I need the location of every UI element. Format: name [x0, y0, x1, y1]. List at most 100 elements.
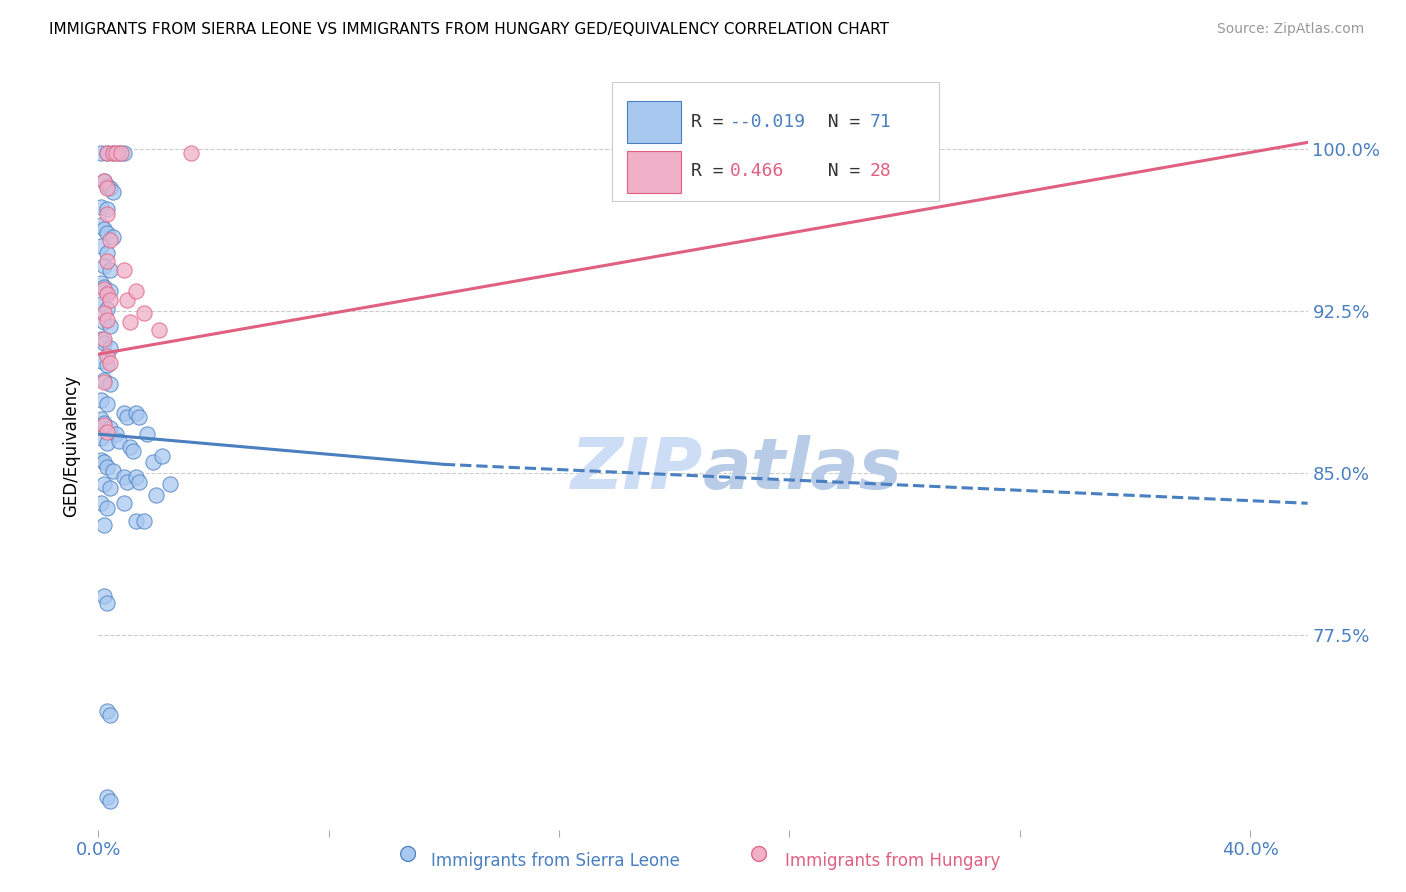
- Point: [93, 332, 115, 346]
- Point: [90, 200, 112, 214]
- Point: [96, 349, 118, 363]
- Point: [101, 464, 124, 478]
- Point: [101, 185, 124, 199]
- Point: [96, 245, 118, 260]
- Point: [128, 475, 150, 489]
- Point: [115, 409, 138, 424]
- Point: [98, 420, 121, 434]
- Point: [98, 341, 121, 355]
- Point: [107, 434, 129, 448]
- Point: [112, 263, 135, 277]
- Text: ○: ○: [399, 843, 416, 863]
- Point: [122, 444, 145, 458]
- Point: [142, 455, 165, 469]
- Point: [90, 453, 112, 467]
- Point: [136, 427, 159, 442]
- Point: [98, 795, 121, 809]
- Point: [120, 315, 142, 329]
- Point: [98, 356, 121, 370]
- Text: R =: R =: [690, 162, 734, 180]
- Point: [93, 517, 115, 532]
- Text: 28: 28: [870, 162, 891, 180]
- Point: [90, 432, 112, 446]
- Point: [115, 475, 138, 489]
- Point: [90, 392, 112, 407]
- Text: 0.466: 0.466: [730, 162, 785, 180]
- Point: [96, 596, 118, 610]
- Point: [104, 427, 127, 442]
- Point: [104, 146, 127, 161]
- Point: [128, 409, 150, 424]
- Point: [112, 496, 135, 510]
- Point: [96, 178, 118, 193]
- Point: [145, 488, 167, 502]
- Point: [112, 405, 135, 419]
- Point: [93, 336, 115, 351]
- Point: [112, 146, 135, 161]
- Text: ●: ●: [399, 843, 416, 863]
- Point: [96, 704, 118, 718]
- Point: [93, 589, 115, 603]
- Text: Immigrants from Hungary: Immigrants from Hungary: [785, 852, 1001, 870]
- Point: [93, 306, 115, 320]
- Text: atlas: atlas: [703, 434, 903, 503]
- Text: ●: ●: [751, 843, 768, 863]
- Point: [93, 315, 115, 329]
- Text: --0.019: --0.019: [730, 112, 806, 130]
- FancyBboxPatch shape: [627, 151, 682, 193]
- Point: [96, 358, 118, 372]
- FancyBboxPatch shape: [627, 101, 682, 143]
- Point: [96, 226, 118, 240]
- Point: [93, 417, 115, 431]
- Text: ZIP: ZIP: [571, 434, 703, 503]
- Text: Source: ZipAtlas.com: Source: ZipAtlas.com: [1216, 22, 1364, 37]
- Point: [93, 373, 115, 387]
- Point: [90, 297, 112, 311]
- Point: [96, 312, 118, 326]
- Point: [98, 319, 121, 334]
- Point: [98, 708, 121, 723]
- Point: [98, 481, 121, 495]
- Point: [93, 418, 115, 433]
- Point: [107, 146, 129, 161]
- Point: [101, 230, 124, 244]
- FancyBboxPatch shape: [613, 81, 939, 201]
- Point: [96, 207, 118, 221]
- Point: [98, 233, 121, 247]
- Point: [93, 476, 115, 491]
- Text: ○: ○: [751, 843, 768, 863]
- Point: [96, 146, 118, 161]
- Point: [115, 293, 138, 307]
- Point: [90, 276, 112, 290]
- Point: [93, 280, 115, 294]
- Point: [101, 146, 124, 161]
- Point: [98, 285, 121, 299]
- Point: [96, 202, 118, 217]
- Point: [96, 181, 118, 195]
- Point: [96, 435, 118, 450]
- Point: [125, 405, 148, 419]
- Point: [98, 181, 121, 195]
- Point: [93, 222, 115, 236]
- Point: [125, 285, 148, 299]
- Point: [96, 146, 118, 161]
- Point: [93, 259, 115, 273]
- Point: [96, 790, 118, 805]
- Point: [101, 146, 124, 161]
- Point: [96, 286, 118, 301]
- Text: N =: N =: [806, 162, 872, 180]
- Point: [112, 470, 135, 484]
- Point: [93, 282, 115, 296]
- Point: [125, 470, 148, 484]
- Point: [180, 146, 202, 161]
- Point: [98, 377, 121, 392]
- Point: [96, 459, 118, 474]
- Point: [96, 254, 118, 268]
- Point: [148, 323, 170, 337]
- Point: [96, 500, 118, 515]
- Text: N =: N =: [806, 112, 872, 130]
- Text: 71: 71: [870, 112, 891, 130]
- Point: [93, 174, 115, 188]
- Point: [90, 353, 112, 368]
- Point: [90, 412, 112, 426]
